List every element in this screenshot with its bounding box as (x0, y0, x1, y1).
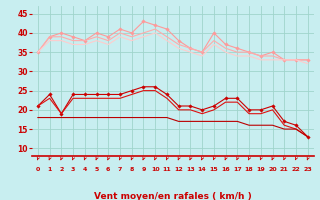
X-axis label: Vent moyen/en rafales ( km/h ): Vent moyen/en rafales ( km/h ) (94, 192, 252, 200)
